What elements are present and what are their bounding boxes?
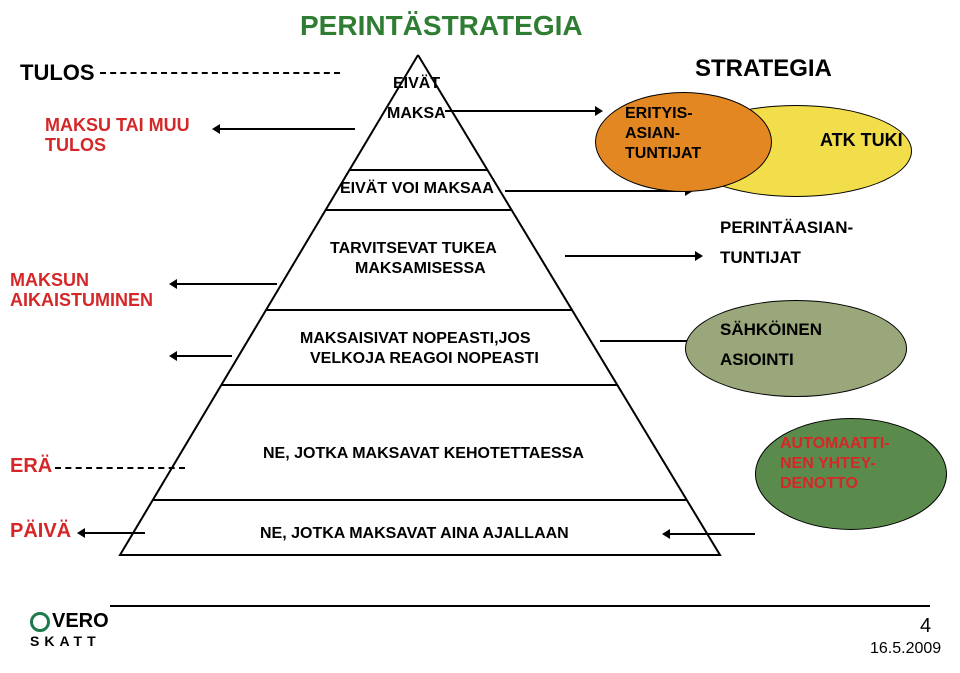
logo-text1: VERO [52,610,109,632]
text-perintaasian: PERINTÄASIAN- [720,218,853,238]
text-nen-yhtey: NEN YHTEY- [780,455,876,473]
pyr-l4b: MAKSAMISESSA [355,260,486,278]
arrow-aikaistuminen2 [172,355,232,357]
arrow-to-tuntijat [565,255,700,257]
label-aikaistuminen: AIKAISTUMINEN [10,290,153,311]
page-date: 16.5.2009 [870,640,941,658]
text-sahkoinen: SÄHKÖINEN [720,320,822,340]
pyr-l6: NE, JOTKA MAKSAVAT KEHOTETTAESSA [263,445,584,463]
arrow-aikaistuminen [172,283,277,285]
page-number: 4 [920,615,931,638]
bottom-rule [110,605,930,607]
text-asiointi: ASIOINTI [720,350,794,370]
pyr-l7: NE, JOTKA MAKSAVAT AINA AJALLAAN [260,525,569,543]
logo-icon [30,612,50,632]
pyr-l5a: MAKSAISIVAT NOPEASTI,JOS [300,330,531,348]
logo: VERO SKATT [30,610,109,649]
text-atk: ATK TUKI [820,130,903,151]
label-paiva: PÄIVÄ [10,520,71,543]
dash-era [55,467,185,469]
text-asian: ASIAN- [625,125,680,143]
text-automaatti: AUTOMAATTI- [780,435,890,453]
label-maksu-tai-muu: MAKSU TAI MUU [45,115,190,136]
pyr-l3: EIVÄT VOI MAKSAA [340,180,494,198]
text-tuntijat2: TUNTIJAT [720,248,801,268]
text-tuntijat1: TUNTIJAT [625,145,701,163]
text-erityis: ERITYIS- [625,105,693,123]
pyr-l5b: VELKOJA REAGOI NOPEASTI [310,350,539,368]
arrow-from-automaatti [665,533,755,535]
ellipse-sahkoinen [685,300,907,397]
arrow-tulos2 [215,128,355,130]
pyr-l4a: TARVITSEVAT TUKEA [330,240,497,258]
label-strategia: STRATEGIA [695,55,832,83]
text-denotto: DENOTTO [780,475,858,493]
label-era: ERÄ [10,455,52,478]
logo-text2: SKATT [30,633,109,649]
pyr-l2: MAKSA [387,105,446,123]
dash-tulos [100,72,340,74]
pyr-l1: EIVÄT [393,75,440,93]
label-maksu-tai-muu2: TULOS [45,135,106,156]
label-maksun: MAKSUN [10,270,89,291]
label-tulos: TULOS [20,60,95,86]
arrow-to-erityis [445,110,600,112]
arrow-paiva [80,532,145,534]
